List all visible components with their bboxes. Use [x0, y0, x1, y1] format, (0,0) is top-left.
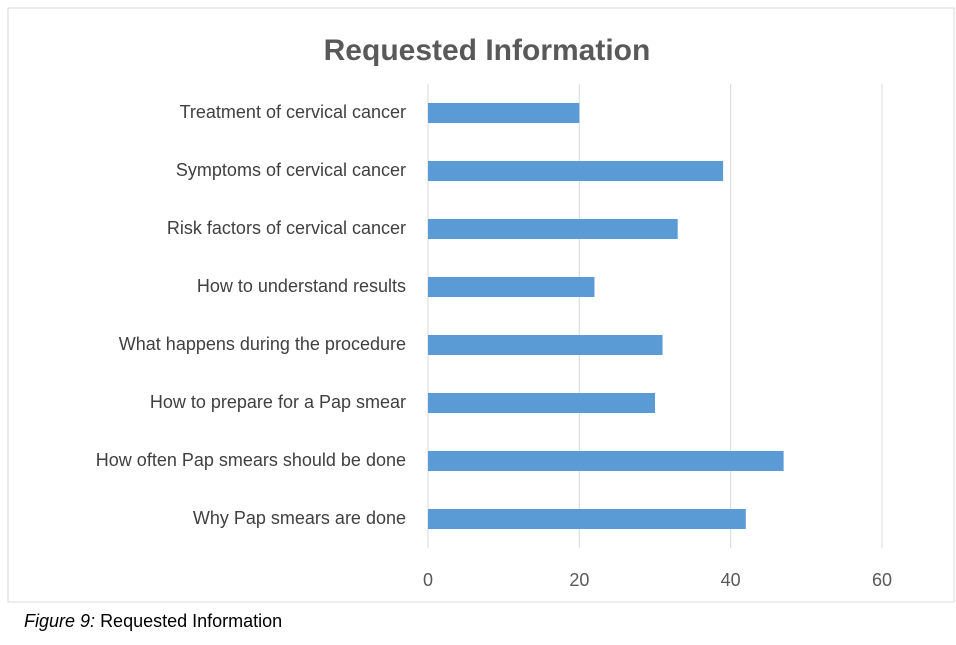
bar	[428, 103, 580, 123]
chart-border	[7, 7, 955, 603]
y-tick-label: Why Pap smears are done	[193, 508, 406, 528]
caption-text: Requested Information	[100, 611, 282, 631]
y-tick-label: How often Pap smears should be done	[96, 450, 406, 470]
chart-title: Requested Information	[324, 34, 651, 67]
y-tick-label: What happens during the procedure	[119, 334, 406, 354]
y-tick-label: Treatment of cervical cancer	[180, 102, 406, 122]
y-tick-label: Symptoms of cervical cancer	[176, 160, 406, 180]
bar	[428, 335, 663, 355]
bar	[428, 509, 746, 529]
x-tick-label: 60	[872, 570, 892, 590]
caption: Figure 9: Requested Information	[24, 611, 282, 631]
caption-label: Figure 9:	[24, 611, 95, 631]
x-tick-label: 40	[721, 570, 741, 590]
x-tick-label: 0	[423, 570, 433, 590]
bar	[428, 161, 724, 181]
x-tick-label: 20	[569, 570, 589, 590]
y-tick-label: How to understand results	[197, 276, 406, 296]
bar	[428, 393, 655, 413]
bar	[428, 451, 784, 471]
bar	[428, 277, 595, 297]
y-tick-label: Risk factors of cervical cancer	[167, 218, 406, 238]
y-tick-label: How to prepare for a Pap smear	[150, 392, 406, 412]
bar	[428, 219, 678, 239]
